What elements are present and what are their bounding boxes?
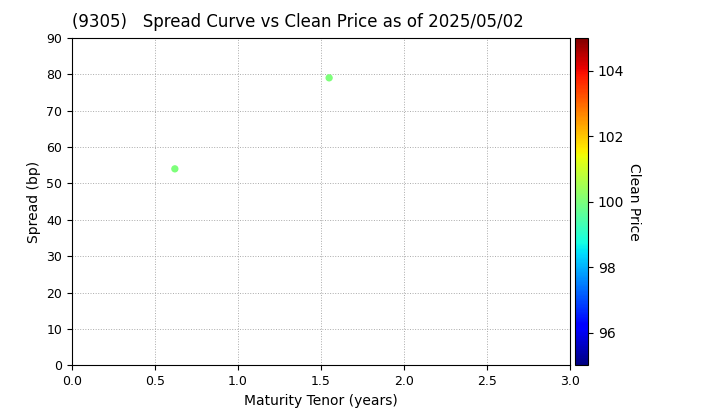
Point [169, 165, 181, 172]
Point [323, 74, 335, 81]
Text: (9305)   Spread Curve vs Clean Price as of 2025/05/02: (9305) Spread Curve vs Clean Price as of… [72, 13, 523, 31]
Y-axis label: Clean Price: Clean Price [626, 163, 641, 241]
X-axis label: Maturity Tenor (years): Maturity Tenor (years) [244, 394, 397, 408]
Y-axis label: Spread (bp): Spread (bp) [27, 160, 41, 243]
